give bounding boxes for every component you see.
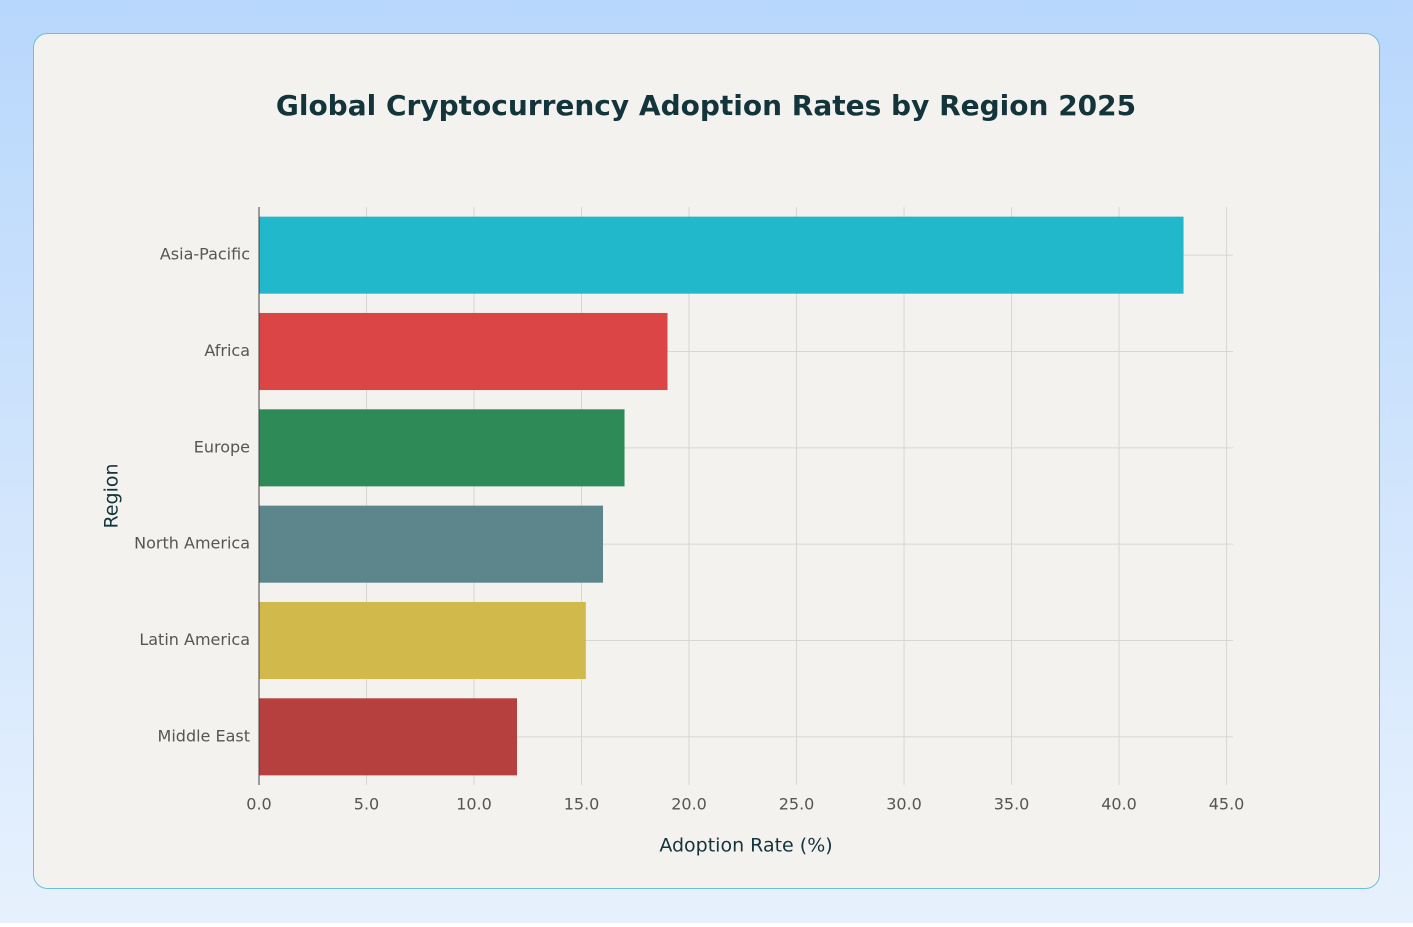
bar [259, 216, 1184, 294]
y-tick-label: Asia-Pacific [160, 245, 250, 264]
y-tick-label: North America [134, 534, 250, 553]
x-tick-label: 45.0 [1209, 795, 1245, 814]
x-tick-label: 10.0 [456, 795, 492, 814]
bar [259, 505, 604, 583]
y-axis-title: Region [101, 463, 123, 528]
y-tick-label: Latin America [139, 630, 250, 649]
y-tick-label: Middle East [158, 726, 250, 745]
y-tick-label: Africa [204, 341, 250, 360]
y-tick-label: Europe [194, 437, 250, 456]
bar [259, 698, 518, 776]
x-tick-label: 30.0 [886, 795, 922, 814]
x-axis-title: Adoption Rate (%) [659, 835, 832, 857]
x-tick-label: 5.0 [354, 795, 379, 814]
x-tick-label: 15.0 [564, 795, 600, 814]
card [33, 33, 1380, 889]
bar [259, 312, 668, 391]
x-tick-label: 25.0 [779, 795, 815, 814]
x-tick-label: 40.0 [1101, 795, 1137, 814]
bar [259, 601, 586, 680]
x-tick-label: 0.0 [246, 795, 271, 814]
x-tick-label: 35.0 [994, 795, 1030, 814]
bar [259, 409, 625, 487]
chart-title: Global Cryptocurrency Adoption Rates by … [276, 89, 1136, 122]
x-tick-label: 20.0 [671, 795, 707, 814]
